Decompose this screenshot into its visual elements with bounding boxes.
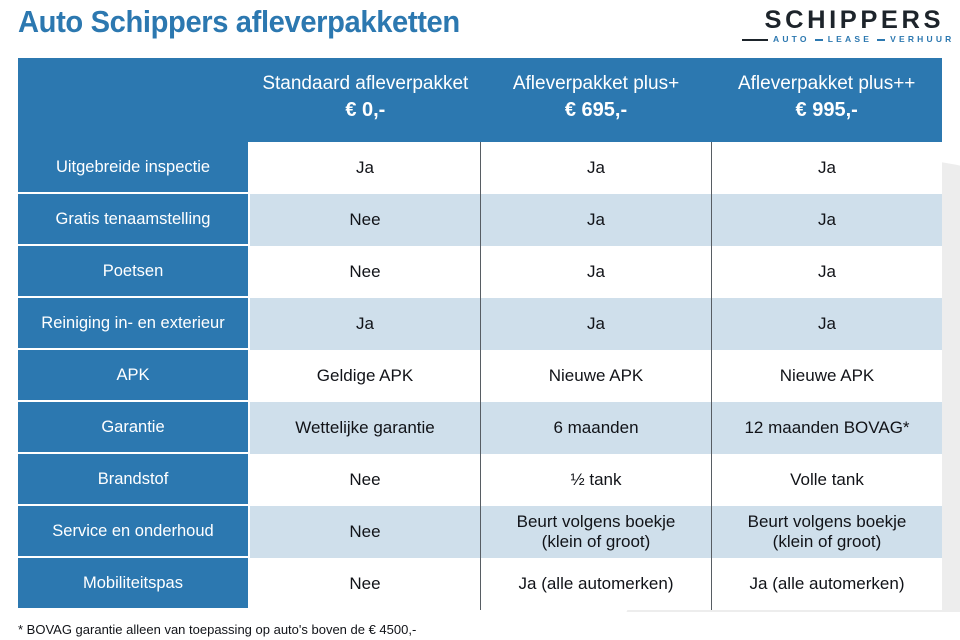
cell-r8-c2: Beurt volgens boekje (klein of groot) [480,506,711,558]
row-label-2: Gratis tenaamstelling [18,194,248,246]
logo-dash-left [742,38,768,41]
table-row: Gratis tenaamstelling Nee Ja Ja [18,194,942,246]
table-row: Garantie Wettelijke garantie 6 maanden 12 m… [18,402,942,454]
cell-r4-c3: Ja [711,298,942,350]
package-price-plusplus: € 995,- [795,99,858,122]
logo-dash-2 [877,38,886,41]
table-row: Reiniging in- en exterieur Ja Ja Ja [18,298,942,350]
column-spacer [248,246,250,298]
column-spacer [248,454,250,506]
logo-tagline-auto: AUTO [773,34,810,44]
cell-r5-c2: Nieuwe APK [480,350,711,402]
column-spacer [248,142,250,194]
row-label-9: Mobiliteitspas [18,558,248,610]
package-name-standaard: Standaard afleverpakket [262,73,469,94]
cell-r4-c2: Ja [480,298,711,350]
cell-r1-c2: Ja [480,142,711,194]
table-corner-cell [18,58,248,142]
cell-r4-c1: Ja [250,298,480,350]
cell-r9-c2: Ja (alle automerken) [480,558,711,610]
column-spacer [248,58,250,142]
logo-wordmark: SCHIPPERS [764,6,945,34]
column-spacer [248,298,250,350]
cell-r6-c3: 12 maanden BOVAG* [711,402,942,454]
cell-r1-c3: Ja [711,142,942,194]
cell-r7-c1: Nee [250,454,480,506]
package-name-plus: Afleverpakket plus+ [512,73,680,94]
row-label-3: Poetsen [18,246,248,298]
row-label-8: Service en onderhoud [18,506,248,558]
logo-tagline-verhuur: VERHUUR [890,34,955,44]
cell-r7-c3: Volle tank [711,454,942,506]
cell-r1-c1: Ja [250,142,480,194]
cell-r8-c1: Nee [250,506,480,558]
logo-dash-1 [814,38,823,41]
column-spacer [248,194,250,246]
footnote-bovag: * BOVAG garantie alleen van toepassing o… [18,622,417,637]
table-row: Service en onderhoud Nee Beurt volgens boe… [18,506,942,558]
table-header-row: Standaard afleverpakket € 0,- Afleverpak… [18,58,943,142]
logo-tagline: AUTO LEASE VERHUUR [737,34,960,44]
cell-r5-c1: Geldige APK [250,350,480,402]
cell-r6-c2: 6 maanden [480,402,711,454]
column-header-standaard: Standaard afleverpakket € 0,- [250,58,481,142]
cell-r2-c2: Ja [480,194,711,246]
cell-r9-c1: Nee [250,558,480,610]
column-spacer [248,350,250,402]
cell-r2-c3: Ja [711,194,942,246]
cell-r3-c3: Ja [711,246,942,298]
cell-r3-c2: Ja [480,246,711,298]
column-header-plus: Afleverpakket plus+ € 695,- [480,58,712,142]
cell-r8-c3: Beurt volgens boekje (klein of groot) [711,506,942,558]
table-row: Poetsen Nee Ja Ja [18,246,942,298]
cell-r2-c1: Nee [250,194,480,246]
cell-r5-c3: Nieuwe APK [711,350,942,402]
package-comparison-table: Standaard afleverpakket € 0,- Afleverpak… [18,58,943,610]
row-label-6: Garantie [18,402,248,454]
package-price-standaard: € 0,- [345,99,386,122]
column-spacer [248,402,250,454]
logo-tagline-lease: LEASE [827,34,873,44]
table-body: Uitgebreide inspectie Ja Ja Ja Gratis tenaam… [18,142,942,610]
row-label-7: Brandstof [18,454,248,506]
page-title: Auto Schippers afleverpakketten [18,4,460,39]
package-name-plusplus: Afleverpakket plus++ [737,73,916,94]
row-label-4: Reiniging in- en exterieur [18,298,248,350]
cell-r7-c2: ½ tank [480,454,711,506]
cell-r6-c1: Wettelijke garantie [250,402,480,454]
table-row: APK Geldige APK Nieuwe APK Nieuwe APK [18,350,942,402]
table-row: Mobiliteitspas Nee Ja (alle automerken) Ja … [18,558,942,610]
cell-r3-c1: Nee [250,246,480,298]
table-row: Brandstof Nee ½ tank Volle tank [18,454,942,506]
column-spacer [248,558,250,610]
row-label-1: Uitgebreide inspectie [18,142,248,194]
row-label-5: APK [18,350,248,402]
package-price-plus: € 695,- [564,99,628,122]
table-row: Uitgebreide inspectie Ja Ja Ja [18,142,942,194]
column-header-plusplus: Afleverpakket plus++ € 995,- [711,58,943,142]
schippers-logo: SCHIPPERS AUTO LEASE VERHUUR [737,6,960,46]
page-header: Auto Schippers afleverpakketten SCHIPPER… [0,0,960,56]
cell-r9-c3: Ja (alle automerken) [711,558,942,610]
column-spacer [248,506,250,558]
